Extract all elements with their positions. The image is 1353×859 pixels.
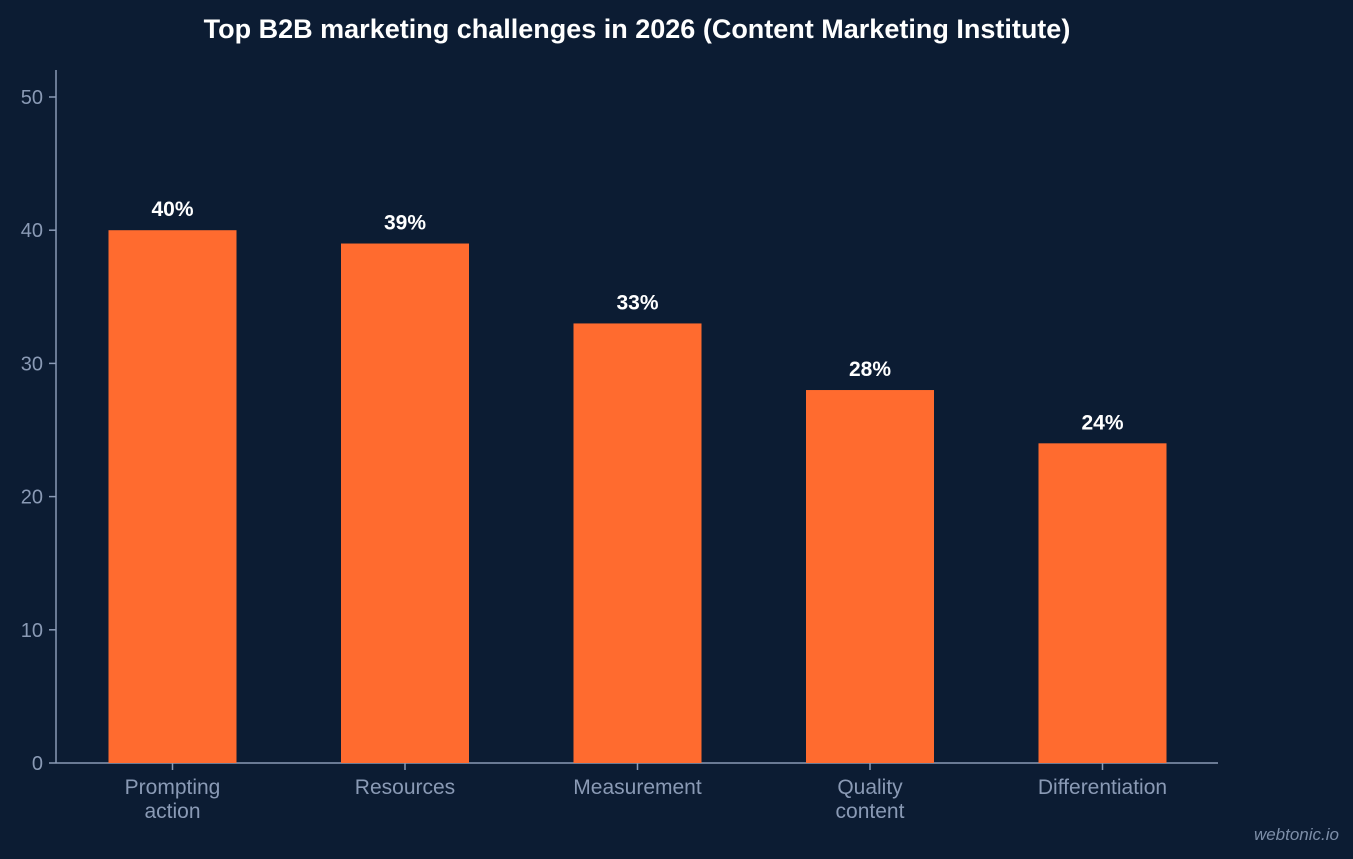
bar (806, 390, 934, 763)
bar (341, 243, 469, 763)
x-tick-label-line: Measurement (573, 776, 702, 799)
y-tick-label: 40 (21, 220, 43, 242)
y-tick-label: 0 (32, 753, 43, 775)
x-tick-label-line: action (144, 800, 200, 823)
y-tick-label: 10 (21, 620, 43, 642)
x-tick-label: Resources (355, 776, 455, 799)
chart-title: Top B2B marketing challenges in 2026 (Co… (204, 14, 1071, 44)
x-tick-label: Prompting action (125, 776, 221, 823)
bar (1038, 443, 1167, 763)
x-tick-label: Measurement (573, 776, 702, 799)
bar-value-label: 40% (151, 198, 193, 221)
x-tick-label-line: Prompting (125, 776, 221, 799)
bar-value-label: 28% (849, 358, 891, 381)
bar-value-labels: 40% 39% 33% 28% 24% (151, 198, 1123, 434)
y-tick-label: 50 (21, 87, 43, 109)
bar-value-label: 24% (1081, 411, 1123, 434)
chart-axes: 0 10 20 30 40 50 (21, 70, 1218, 775)
x-tick-label: Differentiation (1038, 776, 1167, 799)
x-tick-label-line: Resources (355, 776, 455, 799)
watermark: webtonic.io (1253, 825, 1339, 844)
x-axis-category-labels: Prompting action Resources Measurement Quali… (125, 776, 1167, 823)
x-tick-label-line: content (836, 800, 905, 823)
bar-value-label: 33% (616, 291, 658, 314)
y-tick-label: 20 (21, 487, 43, 509)
bar (108, 230, 237, 763)
bar-series (108, 230, 1167, 763)
bar-value-label: 39% (384, 212, 426, 235)
x-tick-label-line: Differentiation (1038, 776, 1167, 799)
x-tick-label-line: Quality (837, 776, 903, 799)
x-tick-label: Quality content (836, 776, 905, 823)
bar (573, 323, 702, 763)
y-tick-label: 30 (21, 353, 43, 375)
